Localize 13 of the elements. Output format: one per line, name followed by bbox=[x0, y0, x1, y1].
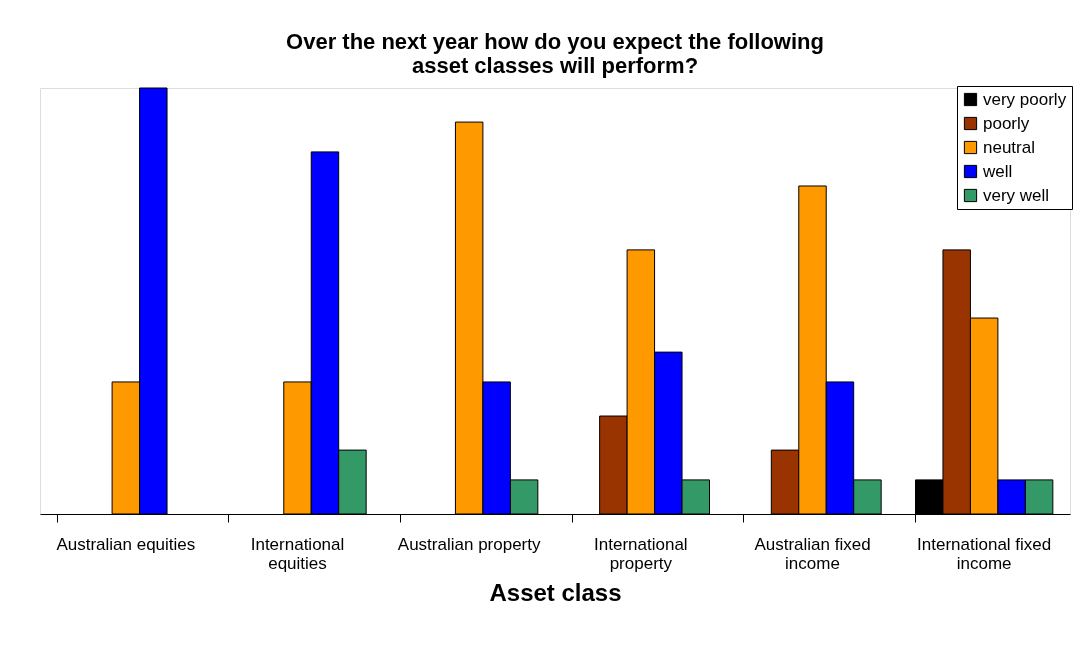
legend-label: well bbox=[982, 161, 1013, 181]
x-tick-label: International equities bbox=[250, 534, 345, 573]
x-tick-label: Australian property bbox=[397, 534, 542, 554]
legend-label: neutral bbox=[983, 137, 1035, 157]
x-axis-title: Asset class bbox=[489, 578, 622, 606]
chart-title: Over the next year how do you expect the following asset classes will perform? bbox=[286, 28, 824, 78]
legend-label: very poorly bbox=[983, 89, 1067, 109]
legend-label: very well bbox=[983, 185, 1050, 205]
x-tick-label: International property bbox=[594, 534, 688, 573]
legend-label: poorly bbox=[983, 113, 1030, 133]
x-tick-label: Australian equities bbox=[56, 534, 196, 554]
x-tick-label: Australian fixed income bbox=[754, 534, 871, 573]
x-tick-label: International fixed income bbox=[917, 534, 1052, 573]
